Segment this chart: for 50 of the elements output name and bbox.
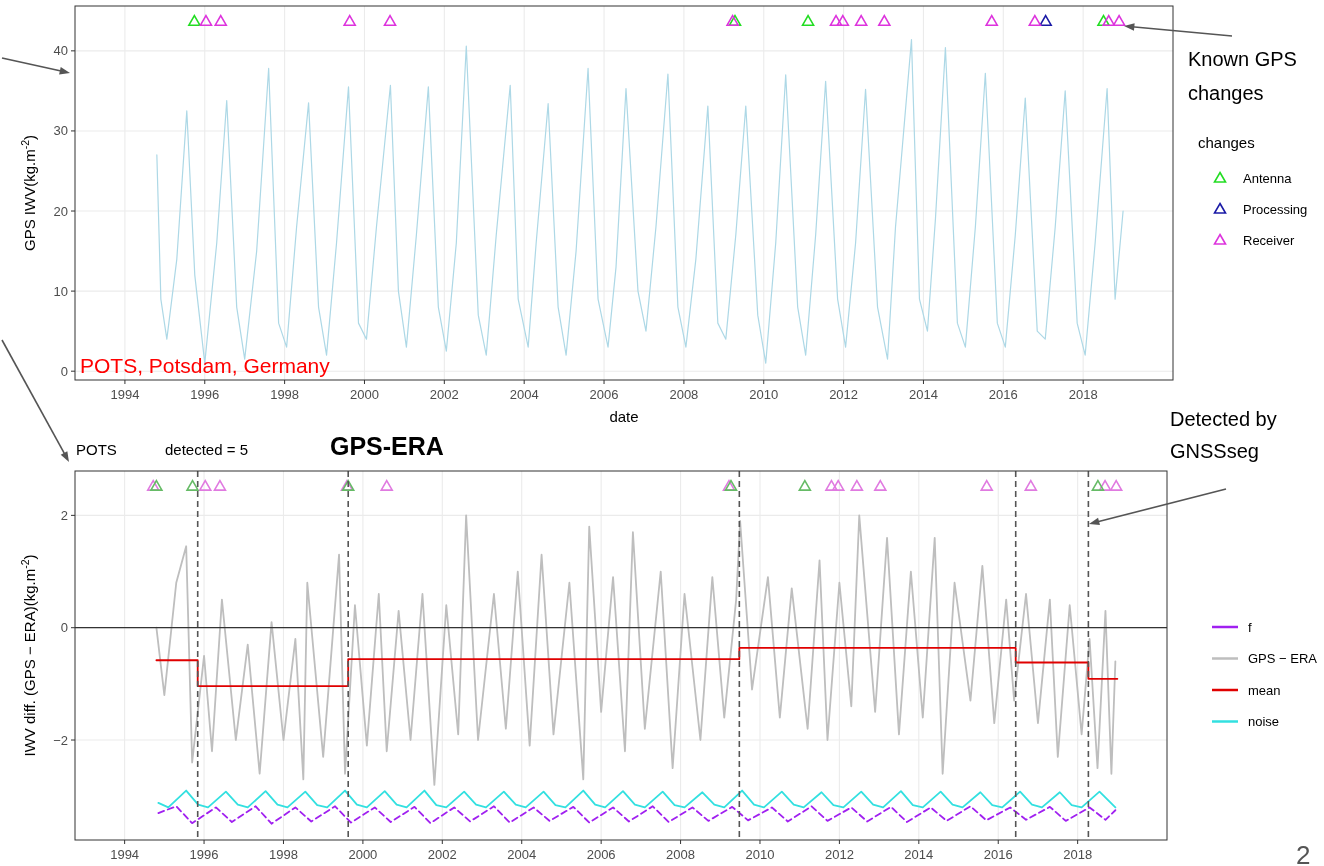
x-tick-label: 2018: [1068, 387, 1098, 402]
legend-label: Receiver: [1243, 232, 1295, 248]
x-tick-label: 2002: [429, 387, 459, 402]
x-tick-label: 1998: [269, 847, 298, 862]
text: 2: [1296, 840, 1311, 866]
x-tick-label: 2014: [904, 847, 934, 862]
legend-label: GPS − ERA: [1248, 651, 1318, 666]
y-tick-label: −2: [53, 732, 68, 748]
x-tick-label: 2016: [988, 387, 1018, 402]
x-tick-label: 2002: [427, 847, 457, 862]
legend-label: mean: [1248, 682, 1281, 698]
text: Known GPS changes: [1188, 48, 1297, 104]
y-tick-label: 0: [60, 363, 68, 379]
x-tick-label: 2006: [586, 847, 616, 862]
x-tick-label: 2010: [745, 847, 775, 862]
y-tick-label: 30: [53, 123, 68, 139]
legend-label: f: [1248, 619, 1252, 635]
text: GPS-ERA: [330, 432, 444, 460]
chart-title: POTS: [76, 441, 117, 458]
x-tick-label: 2018: [1063, 847, 1093, 862]
x-tick-label: 2004: [507, 847, 537, 862]
x-tick-label: 2010: [749, 387, 779, 402]
x-tick-label: 2016: [983, 847, 1013, 862]
x-tick-label: 1996: [190, 387, 220, 402]
chart-subtitle: detected = 5: [165, 441, 248, 458]
x-tick-label: 2004: [509, 387, 539, 402]
x-tick-label: 2000: [348, 847, 378, 862]
x-tick-label: 1994: [110, 387, 140, 402]
x-tick-label: 2008: [669, 387, 699, 402]
y-tick-label: 2: [60, 507, 68, 523]
x-tick-label: 1994: [110, 847, 140, 862]
x-tick-label: 2008: [666, 847, 696, 862]
x-tick-label: 2000: [350, 387, 379, 402]
x-axis-title: date: [609, 408, 639, 425]
legend-label: Processing: [1243, 201, 1308, 217]
x-tick-label: 2012: [829, 387, 859, 402]
x-tick-label: 2012: [824, 847, 854, 862]
y-tick-label: 0: [60, 620, 68, 636]
legend-label: Antenna: [1243, 170, 1293, 186]
annotation: POTS, Potsdam, Germany: [80, 354, 331, 377]
y-tick-label: 40: [53, 43, 68, 59]
legend-title: changes: [1198, 134, 1255, 151]
y-tick-label: 20: [53, 203, 68, 219]
x-tick-label: 1998: [270, 387, 300, 402]
x-tick-label: 2014: [908, 387, 938, 402]
x-tick-label: 1996: [189, 847, 219, 862]
x-tick-label: 2006: [589, 387, 619, 402]
legend-label: noise: [1248, 714, 1280, 729]
y-tick-label: 10: [53, 283, 68, 299]
text: Detected by GNSSseg: [1170, 408, 1277, 462]
